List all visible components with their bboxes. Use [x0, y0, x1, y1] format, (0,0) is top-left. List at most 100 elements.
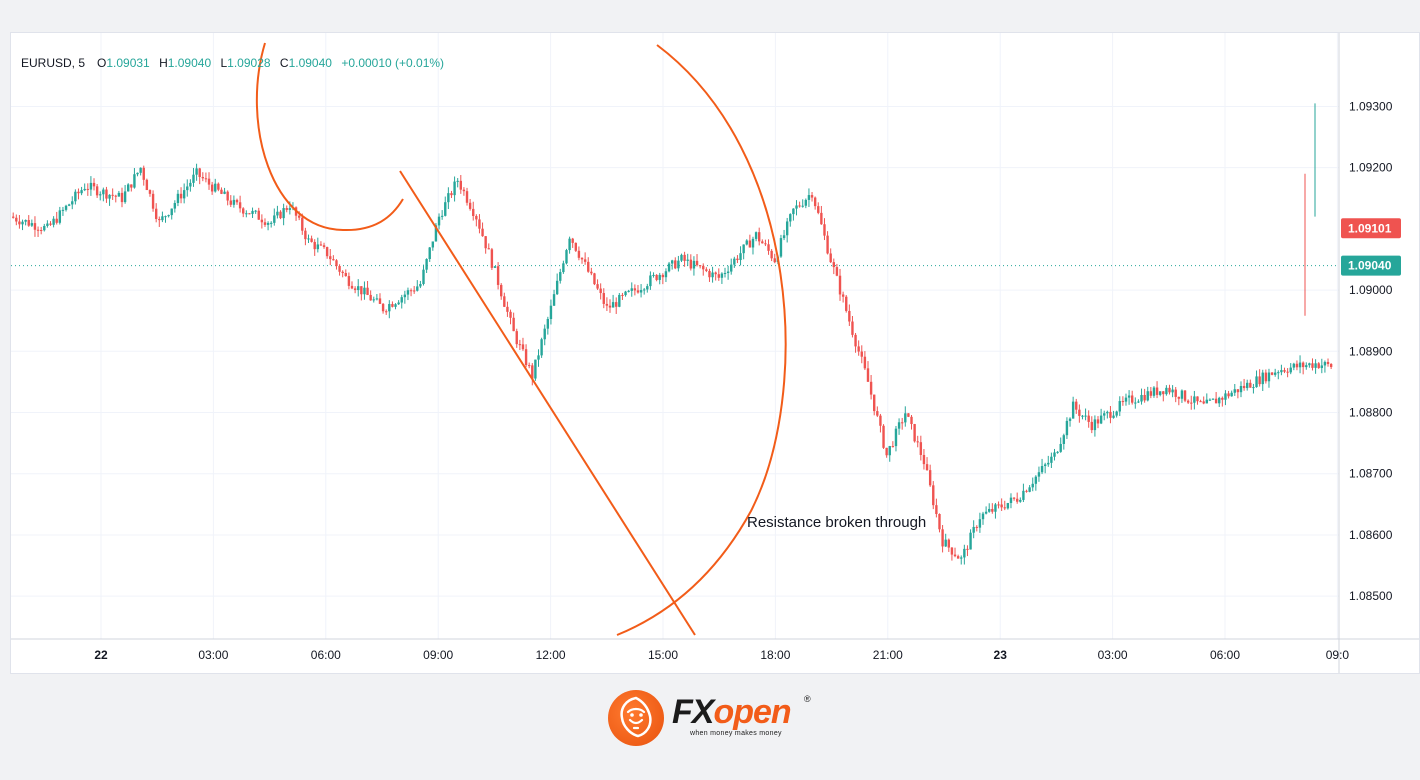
candle-body [195, 168, 198, 175]
candle-body [758, 232, 761, 242]
candle-body [1162, 391, 1165, 395]
candle-body [484, 236, 487, 249]
candle-body [674, 260, 677, 269]
candle-body [708, 270, 711, 278]
candle-body [1277, 372, 1280, 374]
candle-body [947, 539, 951, 548]
candle-body [86, 188, 89, 190]
candle-body [981, 513, 985, 520]
candle-body [179, 193, 183, 199]
candle-body [1218, 397, 1221, 404]
candle-body [459, 180, 462, 190]
candle-body [773, 258, 776, 263]
low-value: 1.09028 [227, 56, 271, 70]
candle-body [832, 262, 835, 268]
candle-body [1155, 387, 1159, 395]
candle-body [1171, 389, 1174, 393]
candle-body [24, 220, 27, 222]
candle-body [1261, 372, 1264, 385]
candle-body [1043, 464, 1047, 467]
candle-body [182, 190, 186, 199]
candle-body [680, 254, 683, 261]
price-label-text: 1.09040 [1348, 259, 1392, 273]
candle-body [646, 286, 649, 290]
trendline-drawing [399, 170, 696, 636]
candle-body [1131, 395, 1134, 403]
candlestick-chart[interactable]: 1.09300 1.09200 1.09000 1.08900 1.08800 1.087… [11, 33, 1419, 673]
candle-body [400, 297, 403, 303]
candle-body [745, 240, 748, 245]
candle-body [223, 191, 226, 194]
candle-body [89, 182, 93, 190]
candle-body [611, 302, 615, 308]
candle-body [1106, 411, 1109, 414]
candle-body [848, 310, 851, 322]
close-value: 1.09040 [289, 56, 333, 70]
candle-body [332, 259, 335, 261]
candle-body [555, 280, 559, 295]
candle-body [1174, 389, 1177, 397]
candle-body [938, 514, 941, 530]
candle-body [1075, 401, 1078, 410]
candle-body [1037, 472, 1041, 477]
candle-body [475, 215, 478, 220]
candle-body [835, 267, 839, 276]
high-label: H [159, 56, 168, 70]
candle-body [335, 260, 338, 267]
candle-body [1227, 393, 1230, 397]
candle-body [304, 230, 307, 240]
candle-body [764, 243, 767, 245]
chart-card[interactable]: 1.09300 1.09200 1.09000 1.08900 1.08800 1.087… [10, 32, 1420, 674]
drawings-layer[interactable] [255, 42, 787, 636]
candle-body [1177, 396, 1181, 399]
candle-body [963, 548, 966, 558]
candle-body [64, 205, 68, 210]
candle-body [77, 191, 80, 194]
candle-body [204, 178, 208, 180]
candle-body [273, 215, 276, 223]
candle-body [416, 286, 419, 291]
high-value: 1.09040 [168, 56, 212, 70]
candle-body [462, 189, 466, 192]
candle-body [105, 189, 108, 199]
candle-body [83, 188, 86, 191]
candle-body [568, 238, 571, 251]
candle-body [1289, 367, 1292, 373]
candle-body [894, 428, 898, 447]
price-label-box [1341, 218, 1401, 239]
candle-body [12, 216, 15, 218]
candle-body [1134, 402, 1137, 404]
grid-layer [11, 33, 1339, 639]
candle-body [770, 250, 773, 259]
candle-body [599, 288, 602, 294]
x-tick-label: 22 [94, 648, 108, 662]
candle-body [978, 519, 982, 528]
y-tick-label: 1.08600 [1349, 528, 1393, 542]
candle-body [192, 174, 195, 183]
candle-body [1093, 419, 1097, 431]
candle-body [804, 199, 808, 206]
candle-body [1224, 393, 1227, 400]
candle-body [642, 289, 646, 291]
candle-body [1329, 364, 1333, 368]
candle-body [422, 269, 425, 285]
candle-body [549, 305, 553, 319]
candle-body [1034, 476, 1038, 484]
candle-body [571, 238, 574, 243]
candle-body [767, 244, 770, 251]
candle-body [322, 245, 326, 248]
candle-body [1311, 363, 1314, 368]
candle-body [288, 208, 292, 210]
candle-body [92, 182, 96, 187]
candle-body [618, 294, 621, 307]
candle-body [1112, 415, 1115, 418]
candle-body [972, 526, 975, 533]
x-tick-label: 09:00 [423, 648, 453, 662]
candle-body [1323, 361, 1327, 366]
candle-body [562, 263, 565, 273]
candle-body [1053, 452, 1056, 457]
candles-layer [12, 103, 1333, 565]
candle-body [388, 304, 391, 312]
candle-body [1050, 456, 1053, 463]
candle-body [1099, 415, 1103, 424]
